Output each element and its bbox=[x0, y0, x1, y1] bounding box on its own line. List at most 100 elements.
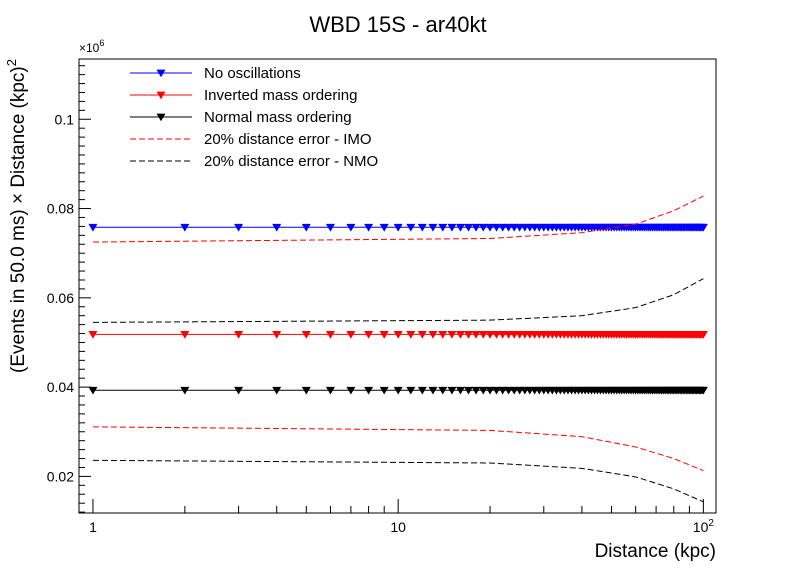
series-2-marker bbox=[88, 331, 98, 339]
series-3-marker bbox=[272, 386, 282, 395]
series-2-marker bbox=[485, 331, 495, 339]
series-2-marker bbox=[272, 331, 282, 339]
series-2-marker bbox=[478, 331, 488, 339]
y-multiplier: ×106 bbox=[79, 38, 104, 55]
legend-item-1-label: No oscillations bbox=[204, 65, 301, 82]
legend: No oscillations Inverted mass ordering Nor… bbox=[130, 65, 378, 170]
series-3-marker bbox=[471, 386, 481, 395]
legend-item-2-marker bbox=[156, 91, 166, 100]
y-multiplier-exp: 6 bbox=[99, 38, 104, 48]
series-1-marker bbox=[301, 223, 311, 232]
plot-curves bbox=[88, 195, 708, 503]
axes: 0.02 0.04 0.06 0.08 0.1 1 10 102 bbox=[47, 65, 715, 535]
series-1-marker bbox=[492, 223, 502, 232]
series-3-marker bbox=[346, 386, 356, 395]
legend-item-2: Inverted mass ordering bbox=[130, 87, 357, 104]
series-1-marker bbox=[455, 223, 465, 232]
series-1-marker bbox=[272, 223, 282, 232]
series-2-marker bbox=[504, 331, 514, 339]
series-1-marker bbox=[234, 223, 244, 232]
y-tick-label: 0.06 bbox=[47, 290, 74, 306]
legend-item-4: 20% distance error - IMO bbox=[130, 131, 372, 148]
legend-item-2-label: Inverted mass ordering bbox=[204, 87, 357, 104]
series-1-marker bbox=[471, 223, 481, 232]
series-1-marker bbox=[417, 223, 427, 232]
series-2-marker bbox=[364, 331, 374, 339]
series-1-marker bbox=[346, 223, 356, 232]
series-3-marker bbox=[301, 386, 311, 395]
series-1-marker bbox=[406, 223, 416, 232]
series-2 bbox=[88, 331, 708, 339]
series-3-marker bbox=[88, 386, 98, 395]
legend-item-5: 20% distance error - NMO bbox=[130, 153, 378, 170]
series-1-marker bbox=[88, 223, 98, 232]
series-2-marker bbox=[346, 331, 356, 339]
legend-item-4-label: 20% distance error - IMO bbox=[204, 131, 372, 148]
series-1-marker bbox=[364, 223, 374, 232]
series-3-marker bbox=[492, 386, 502, 395]
series-3-marker bbox=[463, 386, 473, 395]
series-2-marker bbox=[379, 331, 389, 339]
series-2-marker bbox=[234, 331, 244, 339]
series-4-upper bbox=[92, 195, 704, 243]
y-multiplier-base: ×10 bbox=[79, 41, 100, 55]
series-1-marker bbox=[463, 223, 473, 232]
series-3-marker bbox=[417, 386, 427, 395]
series-2-marker bbox=[325, 331, 335, 339]
y-axis-label-main: (Events in 50.0 ms) × Distance (kpc) bbox=[8, 66, 29, 373]
x-tick-label: 10 bbox=[390, 519, 406, 535]
series-5-lower bbox=[92, 459, 704, 503]
y-tick-label: 0.08 bbox=[47, 201, 74, 217]
series-3-marker bbox=[698, 386, 708, 395]
x-axis-label: Distance (kpc) bbox=[595, 541, 716, 562]
y-tick-label: 0.04 bbox=[47, 379, 74, 395]
series-3-marker bbox=[393, 386, 403, 395]
series-1-marker bbox=[504, 223, 514, 232]
x-tick-label: 1 bbox=[89, 519, 97, 535]
legend-item-3-marker bbox=[156, 113, 166, 122]
series-3-marker bbox=[364, 386, 374, 395]
series-1-marker bbox=[428, 223, 438, 232]
y-tick-label: 0.1 bbox=[55, 111, 75, 127]
series-1-marker bbox=[447, 223, 457, 232]
series-3-marker bbox=[447, 386, 457, 395]
series-3-marker bbox=[234, 386, 244, 395]
series-3 bbox=[88, 386, 708, 395]
x-tick-label: 102 bbox=[693, 518, 715, 535]
series-2-marker bbox=[447, 331, 457, 339]
series-1-marker bbox=[379, 223, 389, 232]
series-3-marker bbox=[428, 386, 438, 395]
series-2-marker bbox=[471, 331, 481, 339]
series-2-marker bbox=[417, 331, 427, 339]
series-1-marker bbox=[438, 223, 448, 232]
y-axis-label: (Events in 50.0 ms) × Distance (kpc)2 bbox=[4, 59, 29, 373]
series-2-marker bbox=[438, 331, 448, 339]
legend-item-1-marker bbox=[156, 69, 166, 78]
series-3-marker bbox=[325, 386, 335, 395]
series-2-marker bbox=[455, 331, 465, 339]
series-3-marker bbox=[455, 386, 465, 395]
series-3-marker bbox=[478, 386, 488, 395]
series-2-marker bbox=[180, 331, 190, 339]
y-axis-label-sup: 2 bbox=[4, 59, 19, 66]
legend-item-5-label: 20% distance error - NMO bbox=[204, 153, 378, 170]
series-2-marker bbox=[301, 331, 311, 339]
legend-item-3: Normal mass ordering bbox=[130, 109, 352, 126]
series-1-marker bbox=[393, 223, 403, 232]
series-4-lower bbox=[92, 426, 704, 472]
series-1-marker bbox=[485, 223, 495, 232]
series-2-marker bbox=[393, 331, 403, 339]
series-1-marker bbox=[180, 223, 190, 232]
series-3-marker bbox=[406, 386, 416, 395]
series-2-marker bbox=[463, 331, 473, 339]
plot-frame bbox=[78, 58, 717, 514]
series-1-marker bbox=[498, 223, 508, 232]
chart-title: WBD 15S - ar40kt bbox=[309, 12, 486, 37]
series-1 bbox=[88, 223, 708, 232]
series-3-marker bbox=[438, 386, 448, 395]
legend-item-3-label: Normal mass ordering bbox=[204, 109, 352, 126]
series-3-marker bbox=[180, 386, 190, 395]
series-2-marker bbox=[428, 331, 438, 339]
series-2-marker bbox=[498, 331, 508, 339]
series-1-marker bbox=[478, 223, 488, 232]
